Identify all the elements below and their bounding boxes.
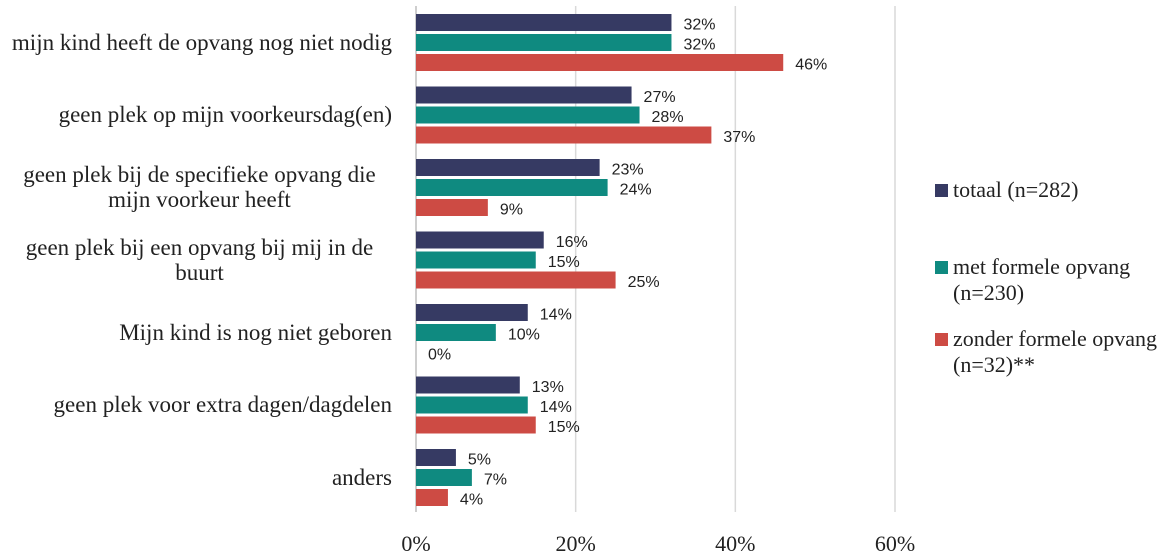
value-label: 24% bbox=[620, 182, 652, 199]
value-label: 15% bbox=[548, 254, 580, 271]
bar bbox=[416, 304, 528, 321]
category-label: geen plek bij een opvang bij mij in de b… bbox=[7, 224, 392, 296]
bar bbox=[416, 34, 672, 51]
category-text: Mijn kind is nog niet geboren bbox=[119, 319, 392, 345]
value-label: 32% bbox=[683, 37, 715, 54]
value-label: 13% bbox=[532, 379, 564, 396]
value-label: 15% bbox=[548, 419, 580, 436]
value-label: 27% bbox=[644, 89, 676, 106]
bar bbox=[416, 396, 528, 414]
bar bbox=[416, 416, 536, 434]
value-label: 10% bbox=[508, 327, 540, 344]
bar bbox=[416, 126, 712, 144]
value-label: 5% bbox=[468, 452, 491, 469]
category-label: mijn kind heeft de opvang nog niet nodig bbox=[12, 6, 392, 78]
legend-item: met formele opvang (n=230) bbox=[935, 254, 1158, 306]
legend-item: totaal (n=282) bbox=[935, 177, 1078, 203]
category-text: geen plek bij de specifieke opvang die m… bbox=[23, 162, 376, 212]
legend-label: zonder formele opvang (n=32)** bbox=[953, 326, 1158, 377]
x-tick-label: 40% bbox=[715, 531, 755, 556]
bar bbox=[416, 251, 536, 269]
bar bbox=[416, 199, 488, 216]
value-label: 0% bbox=[428, 347, 451, 364]
value-label: 4% bbox=[460, 492, 483, 509]
bar bbox=[416, 106, 640, 124]
value-label: 25% bbox=[628, 274, 660, 291]
legend-swatch bbox=[935, 184, 948, 197]
value-label: 9% bbox=[500, 202, 523, 219]
value-label: 46% bbox=[795, 57, 827, 74]
bar bbox=[416, 86, 632, 104]
legend-label: met formele opvang (n=230) bbox=[953, 254, 1131, 305]
bar bbox=[416, 324, 496, 341]
category-label: geen plek voor extra dagen/dagdelen bbox=[54, 369, 392, 441]
value-label: 23% bbox=[612, 162, 644, 179]
value-label: 32% bbox=[683, 17, 715, 34]
bar bbox=[416, 469, 472, 486]
value-label: 7% bbox=[484, 472, 507, 489]
category-text: geen plek bij een opvang bij mij in de b… bbox=[25, 234, 374, 285]
bar bbox=[416, 54, 784, 71]
bar bbox=[416, 271, 616, 289]
category-text: geen plek voor extra dagen/dagdelen bbox=[53, 392, 392, 417]
x-tick-label: 0% bbox=[401, 531, 430, 556]
x-tick-label: 60% bbox=[875, 531, 915, 556]
value-label: 28% bbox=[652, 109, 684, 126]
category-text: mijn kind heeft de opvang nog niet nodig bbox=[11, 29, 392, 55]
category-label: geen plek bij de specifieke opvang die m… bbox=[7, 151, 392, 223]
bar bbox=[416, 14, 672, 31]
category-label: geen plek op mijn voorkeursdag(en) bbox=[59, 79, 392, 151]
legend-item: zonder formele opvang (n=32)** bbox=[935, 326, 1158, 378]
value-label: 37% bbox=[723, 129, 755, 146]
bar bbox=[416, 449, 456, 466]
category-label: anders bbox=[332, 441, 392, 513]
bar bbox=[416, 159, 600, 176]
bar bbox=[416, 231, 544, 249]
category-label: Mijn kind is nog niet geboren bbox=[119, 296, 392, 368]
legend-label: totaal (n=282) bbox=[953, 177, 1079, 202]
bar bbox=[416, 376, 520, 394]
value-label: 14% bbox=[540, 307, 572, 324]
legend-swatch bbox=[935, 333, 948, 346]
value-label: 16% bbox=[556, 234, 588, 251]
x-tick-label: 20% bbox=[556, 531, 596, 556]
bar bbox=[416, 489, 448, 506]
bar bbox=[416, 179, 608, 196]
category-text: geen plek op mijn voorkeursdag(en) bbox=[58, 102, 392, 127]
value-label: 14% bbox=[540, 399, 572, 416]
legend-swatch bbox=[935, 261, 948, 274]
category-text: anders bbox=[331, 464, 392, 490]
